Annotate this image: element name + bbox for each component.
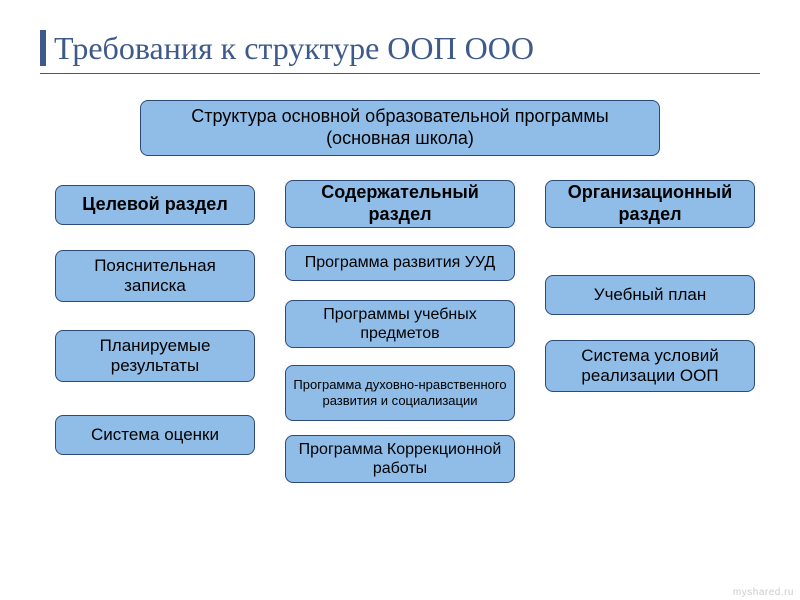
box-col1-header-label: Целевой раздел bbox=[82, 194, 228, 216]
box-col1-header: Целевой раздел bbox=[55, 185, 255, 225]
box-col2-item1-label: Программа развития УУД bbox=[305, 253, 495, 272]
box-col2-header-label: Содержательный раздел bbox=[292, 182, 508, 225]
watermark: myshared.ru bbox=[733, 587, 794, 598]
box-col3-item1-label: Учебный план bbox=[594, 285, 706, 305]
box-col2-item3-label: Программа духовно-нравственного развития… bbox=[292, 377, 508, 408]
title-rule bbox=[40, 73, 760, 74]
box-col3-item2-label: Система условий реализации ООП bbox=[552, 346, 748, 387]
box-col2-item3: Программа духовно-нравственного развития… bbox=[285, 365, 515, 421]
box-col1-item2: Планируемые результаты bbox=[55, 330, 255, 382]
box-col3-item2: Система условий реализации ООП bbox=[545, 340, 755, 392]
box-col2-item2: Программы учебных предметов bbox=[285, 300, 515, 348]
title-accent-bar bbox=[40, 30, 46, 66]
box-col2-item1: Программа развития УУД bbox=[285, 245, 515, 281]
box-col3-header: Организационный раздел bbox=[545, 180, 755, 228]
box-col2-header: Содержательный раздел bbox=[285, 180, 515, 228]
slide: Требования к структуре ООП ООО Структура… bbox=[0, 0, 800, 600]
box-col2-item4: Программа Коррекционной работы bbox=[285, 435, 515, 483]
box-col3-item1: Учебный план bbox=[545, 275, 755, 315]
title-wrap: Требования к структуре ООП ООО bbox=[40, 30, 760, 67]
box-col3-header-label: Организационный раздел bbox=[552, 182, 748, 225]
box-col1-item2-label: Планируемые результаты bbox=[62, 336, 248, 377]
box-col1-item3-label: Система оценки bbox=[91, 425, 219, 445]
box-col2-item4-label: Программа Коррекционной работы bbox=[292, 440, 508, 478]
box-col1-item3: Система оценки bbox=[55, 415, 255, 455]
box-col1-item1: Пояснительная записка bbox=[55, 250, 255, 302]
box-col2-item2-label: Программы учебных предметов bbox=[292, 305, 508, 343]
box-structure-top: Структура основной образовательной прогр… bbox=[140, 100, 660, 156]
box-structure-top-label: Структура основной образовательной прогр… bbox=[147, 106, 653, 149]
box-col1-item1-label: Пояснительная записка bbox=[62, 256, 248, 297]
slide-title: Требования к структуре ООП ООО bbox=[54, 30, 760, 67]
